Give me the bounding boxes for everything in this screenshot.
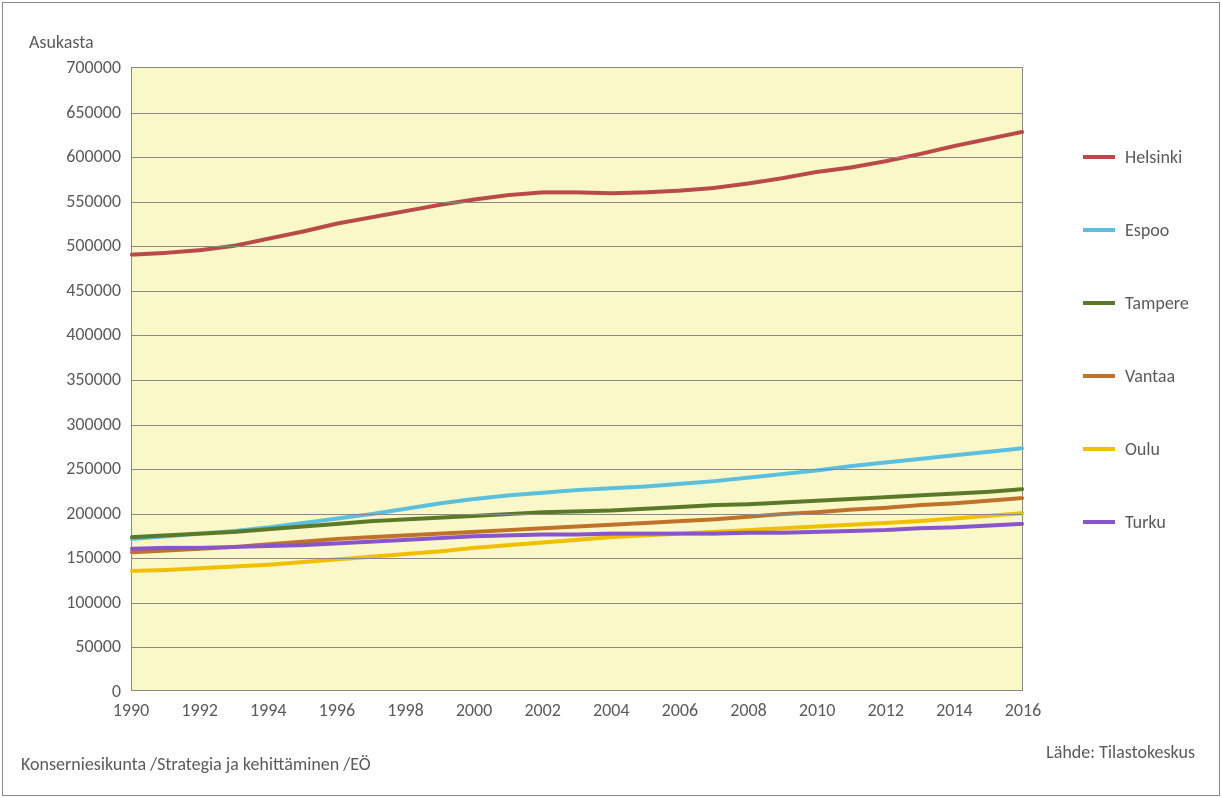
grid-line (132, 113, 1022, 114)
x-tick-label: 1996 (312, 699, 362, 721)
legend-label: Vantaa (1125, 365, 1175, 387)
y-tick-label: 200000 (41, 502, 121, 524)
y-tick-label: 700000 (41, 56, 121, 78)
grid-line (132, 157, 1022, 158)
x-tick-label: 1990 (106, 699, 156, 721)
y-tick-label: 650000 (41, 101, 121, 123)
legend: Helsinki Espoo Tampere Vantaa Oulu Turku (1083, 145, 1189, 583)
grid-line (132, 603, 1022, 604)
x-tick-label: 2012 (861, 699, 911, 721)
legend-swatch (1083, 520, 1115, 524)
y-tick-label: 600000 (41, 145, 121, 167)
legend-swatch (1083, 374, 1115, 378)
y-tick-label: 550000 (41, 190, 121, 212)
legend-swatch (1083, 228, 1115, 232)
footer-left: Konserniesikunta /Strategia ja kehittämi… (21, 753, 371, 775)
chart-lines (132, 68, 1022, 690)
plot-area (131, 67, 1023, 691)
legend-item-tampere: Tampere (1083, 291, 1189, 315)
x-tick-label: 2016 (998, 699, 1048, 721)
y-tick-label: 400000 (41, 323, 121, 345)
legend-label: Turku (1125, 511, 1166, 533)
x-tick-label: 1998 (380, 699, 430, 721)
grid-line (132, 335, 1022, 336)
grid-line (132, 514, 1022, 515)
x-tick-label: 2004 (586, 699, 636, 721)
grid-line (132, 558, 1022, 559)
grid-line (132, 469, 1022, 470)
grid-line (132, 202, 1022, 203)
y-tick-label: 100000 (41, 591, 121, 613)
y-tick-label: 50000 (41, 635, 121, 657)
legend-item-helsinki: Helsinki (1083, 145, 1189, 169)
footer-right: Lähde: Tilastokeskus (1046, 741, 1195, 763)
chart-frame: Asukasta 0500001000001500002000002500003… (2, 2, 1220, 796)
x-tick-label: 1994 (243, 699, 293, 721)
legend-swatch (1083, 301, 1115, 305)
x-tick-label: 2006 (655, 699, 705, 721)
x-tick-label: 1992 (175, 699, 225, 721)
legend-item-turku: Turku (1083, 510, 1189, 534)
y-tick-label: 450000 (41, 279, 121, 301)
legend-label: Helsinki (1125, 146, 1182, 168)
grid-line (132, 291, 1022, 292)
y-tick-label: 500000 (41, 234, 121, 256)
grid-line (132, 380, 1022, 381)
series-line-oulu (132, 513, 1022, 571)
y-tick-label: 350000 (41, 368, 121, 390)
series-line-vantaa (132, 498, 1022, 552)
legend-label: Espoo (1125, 219, 1169, 241)
legend-item-espoo: Espoo (1083, 218, 1189, 242)
x-tick-label: 2014 (929, 699, 979, 721)
legend-swatch (1083, 447, 1115, 451)
grid-line (132, 246, 1022, 247)
series-line-helsinki (132, 132, 1022, 255)
grid-line (132, 647, 1022, 648)
legend-item-vantaa: Vantaa (1083, 364, 1189, 388)
y-tick-label: 300000 (41, 413, 121, 435)
legend-swatch (1083, 155, 1115, 159)
x-tick-label: 2008 (724, 699, 774, 721)
y-axis-title: Asukasta (29, 31, 94, 53)
legend-label: Oulu (1125, 438, 1160, 460)
legend-item-oulu: Oulu (1083, 437, 1189, 461)
y-tick-label: 150000 (41, 546, 121, 568)
x-tick-label: 2010 (792, 699, 842, 721)
y-tick-label: 250000 (41, 457, 121, 479)
x-tick-label: 2002 (518, 699, 568, 721)
legend-label: Tampere (1125, 292, 1189, 314)
x-tick-label: 2000 (449, 699, 499, 721)
grid-line (132, 425, 1022, 426)
